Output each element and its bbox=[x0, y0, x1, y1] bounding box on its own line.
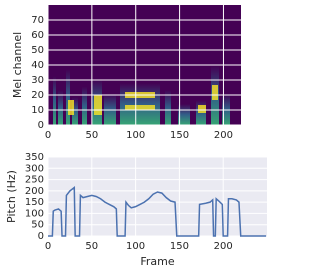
y-axis-label: Mel channel bbox=[11, 32, 24, 98]
y-tick-label: 10 bbox=[31, 105, 44, 116]
y-tick-label: 50 bbox=[31, 220, 44, 231]
y-axis-label: Pitch (Hz) bbox=[5, 170, 18, 223]
y-tick-label: 60 bbox=[31, 30, 44, 41]
x-tick-label: 150 bbox=[170, 130, 189, 141]
x-tick-label: 50 bbox=[85, 130, 98, 141]
y-tick-label: 70 bbox=[31, 15, 44, 26]
y-tick-label: 50 bbox=[31, 45, 44, 56]
x-tick-label: 100 bbox=[126, 130, 145, 141]
x-axis-label: Frame bbox=[140, 255, 175, 268]
y-tick-label: 150 bbox=[25, 197, 44, 208]
x-tick-label: 0 bbox=[45, 130, 51, 141]
pitch-line bbox=[48, 185, 267, 237]
y-tick-label: 300 bbox=[25, 163, 44, 174]
y-tick-label: 200 bbox=[25, 186, 44, 197]
y-tick-label: 100 bbox=[25, 208, 44, 219]
y-tick-label: 0 bbox=[38, 231, 44, 242]
y-tick-label: 30 bbox=[31, 75, 44, 86]
x-tick-label: 200 bbox=[214, 241, 233, 252]
y-tick-label: 350 bbox=[25, 152, 44, 163]
x-tick-label: 100 bbox=[126, 241, 145, 252]
x-tick-label: 200 bbox=[214, 130, 233, 141]
y-tick-label: 40 bbox=[31, 60, 44, 71]
y-tick-label: 0 bbox=[38, 120, 44, 131]
x-tick-label: 50 bbox=[85, 241, 98, 252]
x-tick-label: 0 bbox=[45, 241, 51, 252]
y-tick-label: 20 bbox=[31, 90, 44, 101]
y-tick-label: 250 bbox=[25, 175, 44, 186]
x-tick-label: 150 bbox=[170, 241, 189, 252]
